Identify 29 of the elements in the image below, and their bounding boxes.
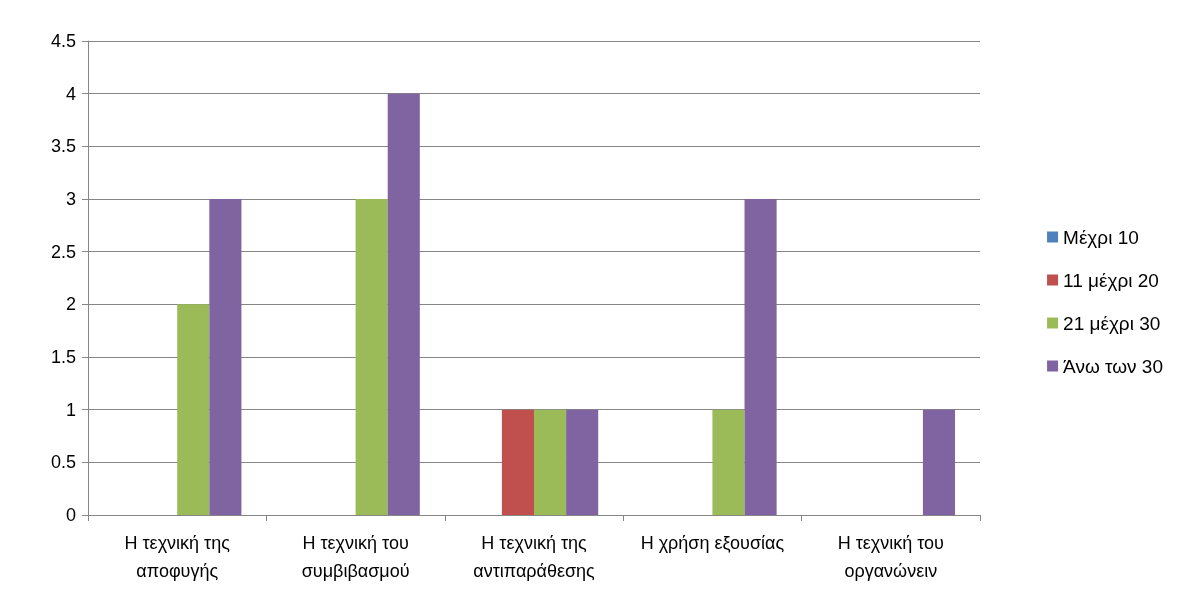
bar: [566, 409, 599, 515]
bar: [355, 199, 388, 515]
bar: [501, 409, 534, 515]
bar: [534, 409, 567, 515]
bar: [922, 409, 956, 515]
legend-label: 11 μέχρι 20: [1063, 269, 1159, 291]
bar: [177, 304, 210, 515]
legend-label: 21 μέχρι 30: [1063, 312, 1161, 334]
y-tick-label: 4.5: [50, 31, 76, 51]
bar: [712, 409, 745, 515]
legend-label: Άνω των 30: [1063, 355, 1163, 377]
y-tick-label: 2: [65, 294, 76, 315]
bar: [744, 199, 777, 515]
bar: [209, 199, 242, 515]
y-tick-label: 0.5: [50, 452, 76, 473]
y-tick-label: 2.5: [50, 241, 76, 262]
legend-label: Μέχρι 10: [1063, 226, 1139, 248]
y-tick-label: 1: [65, 399, 76, 420]
bar: [387, 93, 420, 515]
x-tick-label: Η τεχνική της αποφυγής: [124, 533, 231, 581]
y-tick-label: 3: [65, 189, 76, 209]
y-tick-label: 4: [65, 83, 76, 104]
x-tick-label: Η τεχνική του οργανώνειν: [837, 533, 944, 581]
y-tick-label: 1.5: [50, 347, 76, 367]
x-tick-label: Η τεχνική της αντιπαράθεσης: [473, 533, 596, 581]
y-tick-label: 0: [65, 505, 76, 525]
x-tick-label: Η τεχνική του συμβιβασμού: [301, 533, 410, 581]
y-tick-label: 3.5: [50, 136, 76, 157]
x-tick-label: Η χρήση εξουσίας: [640, 533, 785, 553]
